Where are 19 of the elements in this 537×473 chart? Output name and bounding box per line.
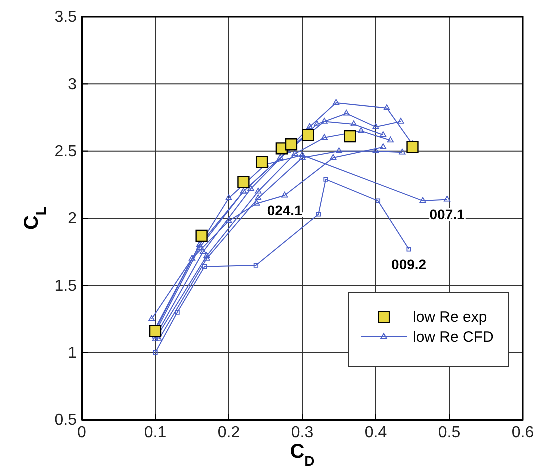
y-tick-label: 1 (68, 344, 78, 362)
y-tick-label: 0.5 (54, 412, 78, 430)
y-tick-label: 2 (68, 210, 78, 228)
y-tick-label: 3.5 (54, 9, 78, 26)
annotation: 024.1 (267, 202, 303, 219)
x-tick-label: 0.3 (291, 424, 314, 442)
annotation: 009.2 (392, 256, 427, 272)
y-tick-label: 3 (68, 76, 78, 94)
x-tick-label: 0.5 (438, 424, 461, 442)
legend-label: low Re exp (413, 309, 488, 326)
y-tick-label: 2.5 (54, 143, 78, 160)
x-tick-label: 0.2 (218, 424, 240, 442)
x-axis-title: C$_{D}$ (290, 441, 315, 469)
x-tick-label: 0.6 (512, 424, 534, 442)
x-tick-label: 0.4 (364, 424, 388, 442)
legend-label: low Re CFD (413, 329, 494, 346)
x-tick-label: 0.1 (144, 424, 167, 442)
x-tick-label: 0 (78, 424, 87, 442)
y-tick-label: 1.5 (54, 278, 78, 295)
